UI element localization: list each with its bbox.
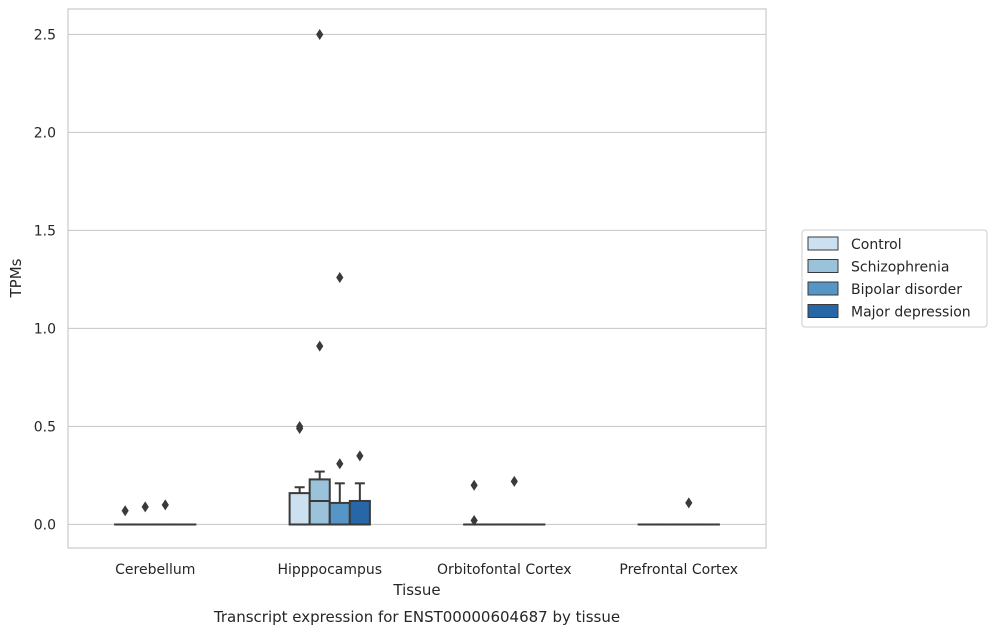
grid-lines: [68, 33, 766, 526]
y-tick-label: 2.5: [34, 27, 56, 43]
x-tick-label: Prefrontal Cortex: [619, 562, 738, 578]
plot-frame: [67, 8, 767, 549]
legend-label: Schizophrenia: [851, 260, 949, 276]
legend-label: Major depression: [851, 305, 971, 321]
x-tick-label: Orbitofontal Cortex: [437, 562, 572, 578]
x-tick-label: Hipppocampus: [277, 562, 382, 578]
outlier-point: [316, 28, 324, 40]
legend-label: Bipolar disorder: [851, 282, 962, 298]
box: [328, 501, 351, 526]
outlier-point: [470, 515, 478, 527]
chart-caption: Transcript expression for ENST0000060468…: [213, 608, 620, 626]
x-tick-label: Cerebellum: [115, 562, 195, 578]
box-group: [328, 482, 351, 526]
legend-label: Control: [851, 237, 902, 253]
box-group: [348, 482, 371, 526]
legend-frame: [801, 229, 988, 328]
x-axis-ticks: Cerebellum Hipppocampus Orbitofontal Corte…: [115, 562, 738, 578]
outlier-point: [685, 497, 693, 509]
box: [348, 499, 371, 526]
box: [288, 492, 311, 526]
y-tick-label: 0.0: [34, 517, 56, 533]
legend-swatch: [807, 259, 839, 273]
outlier-point: [336, 458, 344, 470]
boxes: [114, 470, 720, 526]
outlier-point: [470, 479, 478, 491]
y-tick-label: 2.0: [34, 125, 56, 141]
legend-swatch: [807, 281, 839, 296]
outlier-point: [356, 450, 364, 462]
outlier-point: [316, 340, 324, 352]
y-axis-ticks: 0.0 0.5 1.0 1.5 2.0 2.5: [34, 27, 56, 533]
outlier-point: [296, 420, 304, 432]
y-axis-label: TPMs: [7, 258, 25, 298]
x-axis-label: Tissue: [392, 581, 440, 599]
legend-swatch: [807, 236, 839, 251]
y-tick-label: 1.5: [34, 223, 56, 239]
box-group: [308, 470, 331, 526]
y-tick-label: 1.0: [34, 321, 56, 337]
outlier-point: [510, 475, 518, 487]
outlier-point: [141, 501, 149, 513]
box-group: [288, 486, 311, 526]
outlier-point: [121, 505, 129, 517]
outliers: [121, 28, 693, 527]
legend: Control Schizophrenia Bipolar disorder Majo…: [801, 229, 988, 328]
legend-swatch: [807, 304, 839, 318]
outlier-point: [336, 272, 344, 284]
outlier-point: [161, 499, 169, 511]
y-tick-label: 0.5: [34, 419, 56, 435]
